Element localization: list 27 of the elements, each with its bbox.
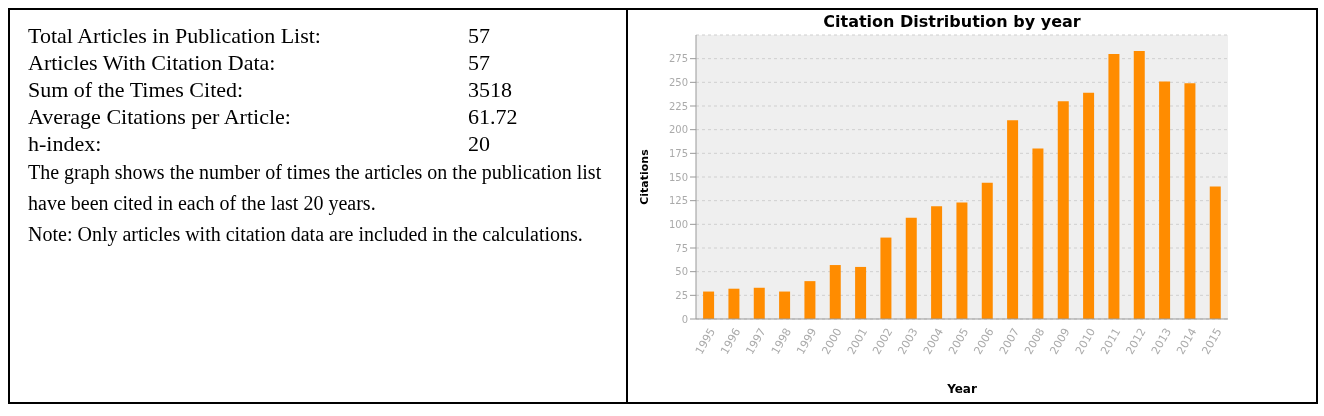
y-tick-label: 175 bbox=[668, 147, 688, 159]
y-tick-label: 0 bbox=[681, 313, 688, 325]
y-tick-label: 225 bbox=[668, 100, 688, 112]
text: 3518 bbox=[468, 76, 512, 103]
text: The graph shows the number of times the articles on the publication list have been cited in each of the last 20 years. bbox=[28, 160, 603, 217]
y-axis-title: Citations bbox=[637, 148, 651, 205]
text: Sum of the Times Cited: bbox=[28, 76, 245, 103]
y-tick-label: 25 bbox=[675, 289, 688, 301]
y-tick-label: 200 bbox=[668, 124, 688, 136]
text: 57 bbox=[468, 49, 490, 76]
x-axis-title: Year bbox=[946, 382, 977, 396]
text: 61.72 bbox=[468, 103, 518, 130]
y-tick-label: 125 bbox=[668, 195, 688, 207]
y-tick-label: 150 bbox=[668, 171, 688, 183]
y-tick-label: 75 bbox=[675, 242, 688, 254]
text: h-index: bbox=[28, 130, 103, 157]
text: 57 bbox=[468, 22, 490, 49]
text: Average Citations per Article: bbox=[28, 103, 292, 130]
chart-title: Citation Distribution by year bbox=[822, 12, 1082, 31]
text: Total Articles in Publication List: bbox=[28, 22, 322, 49]
text: 20 bbox=[468, 130, 490, 157]
y-tick-label: 100 bbox=[668, 218, 688, 230]
y-tick-label: 250 bbox=[668, 76, 688, 88]
y-tick-label: 275 bbox=[668, 53, 688, 65]
text: Note: Only articles with citation data are included in the calculations. bbox=[28, 222, 584, 248]
y-tick-label: 50 bbox=[675, 266, 688, 278]
text: Articles With Citation Data: bbox=[28, 49, 277, 76]
